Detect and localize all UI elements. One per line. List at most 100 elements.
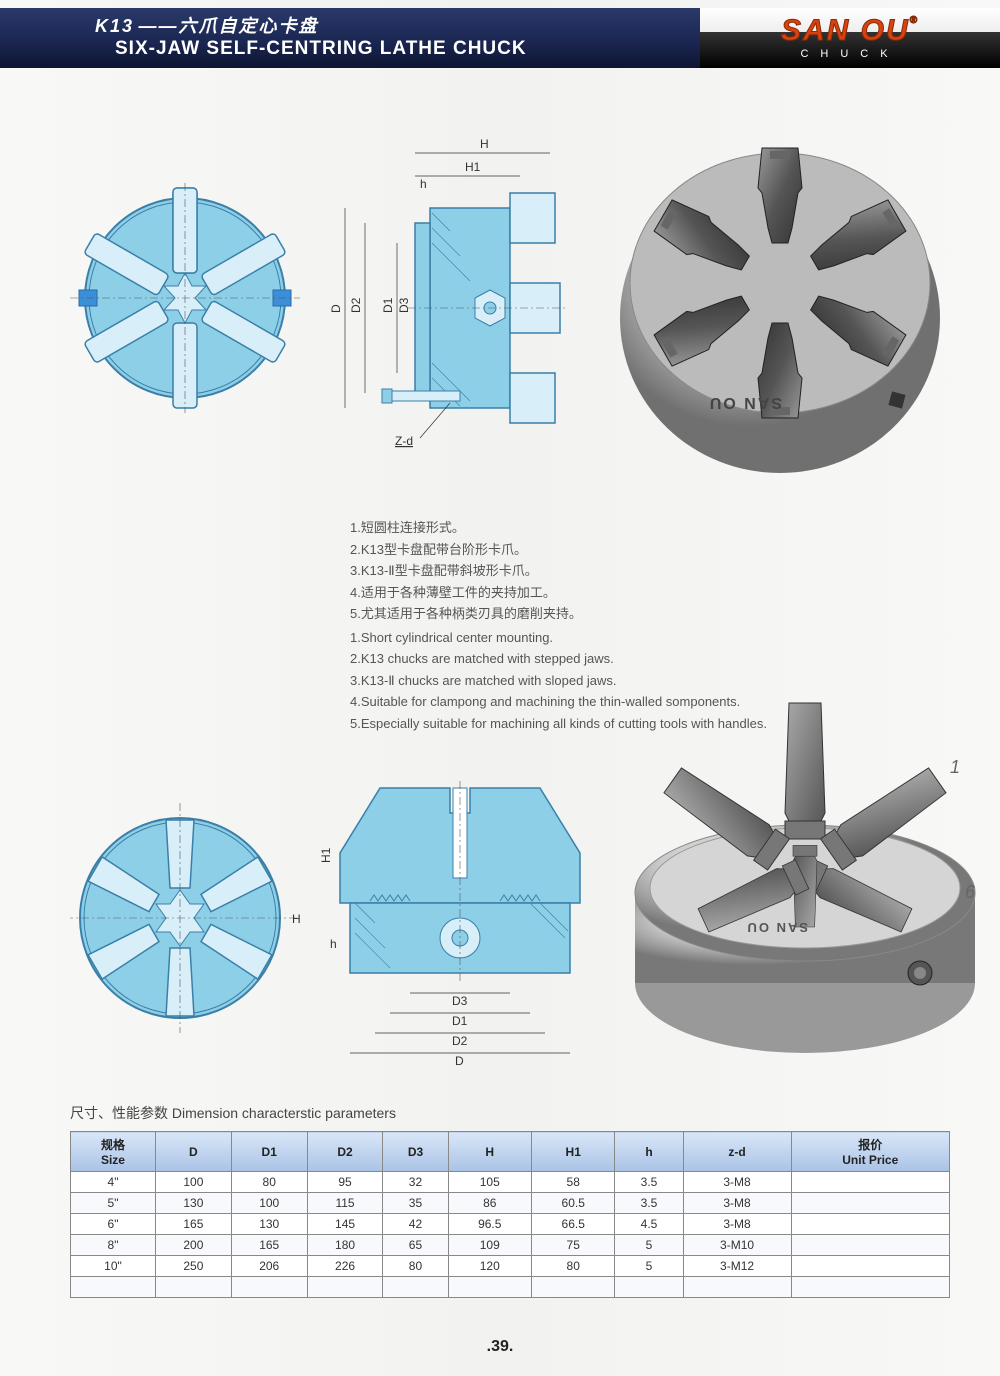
table-cell: 3-M8: [683, 1214, 791, 1235]
table-cell: 80: [383, 1256, 448, 1277]
dim-label-H: H: [480, 137, 489, 151]
table-cell: [791, 1256, 949, 1277]
table-cell: 180: [307, 1235, 383, 1256]
table-cell: 4": [71, 1172, 156, 1193]
diagram-front-view-2: H: [70, 763, 300, 1083]
feature-cn-2: 2.K13型卡盘配带台阶形卡爪。: [350, 540, 950, 560]
dim-label-D1: D1: [381, 297, 395, 313]
feature-cn-4: 4.适用于各种薄壁工件的夹持加工。: [350, 583, 950, 603]
dim-label-H-2: H: [292, 912, 300, 926]
col-h-cap: H: [448, 1132, 531, 1172]
dim-label-H1: H1: [465, 160, 481, 174]
table-cell: [791, 1193, 949, 1214]
brand-subtitle: CHUCK: [800, 48, 899, 60]
header-title-block: K13 ——六爪自定心卡盘 SIX-JAW SELF-CENTRING LATH…: [0, 8, 700, 68]
table-header-row: 规格Size D D1 D2 D3 H H1 h z-d 报价Unit Pric…: [71, 1132, 950, 1172]
table-cell: [791, 1172, 949, 1193]
table-cell: 3.5: [615, 1172, 683, 1193]
table-title: 尺寸、性能参数 Dimension characterstic paramete…: [70, 1103, 950, 1123]
dim-label-D2: D2: [349, 297, 363, 313]
table-cell: 3-M8: [683, 1172, 791, 1193]
table-cell: 80: [231, 1172, 307, 1193]
table-cell: 165: [155, 1214, 231, 1235]
col-d: D: [155, 1132, 231, 1172]
dim-label-D1-2: D1: [452, 1014, 468, 1028]
table-cell: 3.5: [615, 1193, 683, 1214]
table-cell: 130: [231, 1214, 307, 1235]
table-cell: 96.5: [448, 1214, 531, 1235]
table-row: 6"1651301454296.566.54.53-M8: [71, 1214, 950, 1235]
feature-cn-5: 5.尤其适用于各种柄类刃具的磨削夹持。: [350, 604, 950, 624]
table-cell: 5": [71, 1193, 156, 1214]
table-row-empty: [71, 1277, 950, 1298]
dim-label-D-2: D: [455, 1054, 464, 1068]
diagram-row-2: H: [70, 763, 950, 1083]
table-cell: 130: [155, 1193, 231, 1214]
dim-label-H1-2: H1: [320, 847, 333, 863]
table-cell: 86: [448, 1193, 531, 1214]
col-d3: D3: [383, 1132, 448, 1172]
dim-label-D2-2: D2: [452, 1034, 468, 1048]
col-size: 规格Size: [71, 1132, 156, 1172]
model-code: K13: [95, 16, 134, 36]
product-photo-2: 1 6 SAN OU: [620, 663, 980, 1083]
dim-label-h: h: [420, 177, 427, 191]
table-cell: 4.5: [615, 1214, 683, 1235]
spec-table: 规格Size D D1 D2 D3 H H1 h z-d 报价Unit Pric…: [70, 1131, 950, 1298]
svg-text:1: 1: [950, 757, 960, 777]
feature-cn-3: 3.K13-Ⅱ型卡盘配带斜坡形卡爪。: [350, 561, 950, 581]
table-row: 4"100809532105583.53-M8: [71, 1172, 950, 1193]
table-cell: 80: [531, 1256, 614, 1277]
product-photo-1: SAN OU: [610, 98, 950, 498]
diagram-row-1: H H1 h: [70, 98, 950, 498]
table-cell: 95: [307, 1172, 383, 1193]
table-cell: 5: [615, 1256, 683, 1277]
diagram-side-view-1: H H1 h: [320, 98, 580, 498]
table-cell: 120: [448, 1256, 531, 1277]
table-cell: 6": [71, 1214, 156, 1235]
title-english: SIX-JAW SELF-CENTRING LATHE CHUCK: [115, 38, 527, 59]
table-cell: [791, 1235, 949, 1256]
col-price: 报价Unit Price: [791, 1132, 949, 1172]
table-cell: 100: [231, 1193, 307, 1214]
table-cell: 109: [448, 1235, 531, 1256]
table-cell: 65: [383, 1235, 448, 1256]
svg-text:SAN OU: SAN OU: [745, 920, 808, 935]
table-cell: 10": [71, 1256, 156, 1277]
feature-cn-1: 1.短圆柱连接形式。: [350, 518, 950, 538]
svg-text:6: 6: [965, 882, 976, 902]
col-h-low: h: [615, 1132, 683, 1172]
svg-text:SAN OU: SAN OU: [708, 394, 782, 411]
page-header: K13 ——六爪自定心卡盘 SIX-JAW SELF-CENTRING LATH…: [0, 8, 1000, 68]
page-content: H H1 h: [0, 68, 1000, 1308]
table-cell: 145: [307, 1214, 383, 1235]
table-cell: 35: [383, 1193, 448, 1214]
table-cell: 226: [307, 1256, 383, 1277]
col-d1: D1: [231, 1132, 307, 1172]
table-row: 5"130100115358660.53.53-M8: [71, 1193, 950, 1214]
features-chinese: 1.短圆柱连接形式。 2.K13型卡盘配带台阶形卡爪。 3.K13-Ⅱ型卡盘配带…: [350, 518, 950, 624]
table-cell: 3-M12: [683, 1256, 791, 1277]
table-cell: 58: [531, 1172, 614, 1193]
table-cell: 66.5: [531, 1214, 614, 1235]
table-cell: 75: [531, 1235, 614, 1256]
dim-label-D3-2: D3: [452, 994, 468, 1008]
table-cell: 206: [231, 1256, 307, 1277]
dim-label-h-2: h: [330, 937, 337, 951]
table-cell: 3-M10: [683, 1235, 791, 1256]
col-d2: D2: [307, 1132, 383, 1172]
table-cell: 42: [383, 1214, 448, 1235]
brand-block: SAN OU® CHUCK: [700, 8, 1000, 68]
table-cell: 8": [71, 1235, 156, 1256]
table-cell: 115: [307, 1193, 383, 1214]
diagram-front-view-1: [70, 98, 300, 498]
dim-label-D3: D3: [397, 297, 411, 313]
col-h1: H1: [531, 1132, 614, 1172]
table-cell: 3-M8: [683, 1193, 791, 1214]
col-zd: z-d: [683, 1132, 791, 1172]
diagram-side-view-2: H1 h D3 D1 D2 D: [320, 763, 600, 1083]
table-cell: 165: [231, 1235, 307, 1256]
table-cell: 32: [383, 1172, 448, 1193]
page-number: .39.: [0, 1338, 1000, 1376]
feature-en-1: 1.Short cylindrical center mounting.: [350, 628, 950, 648]
